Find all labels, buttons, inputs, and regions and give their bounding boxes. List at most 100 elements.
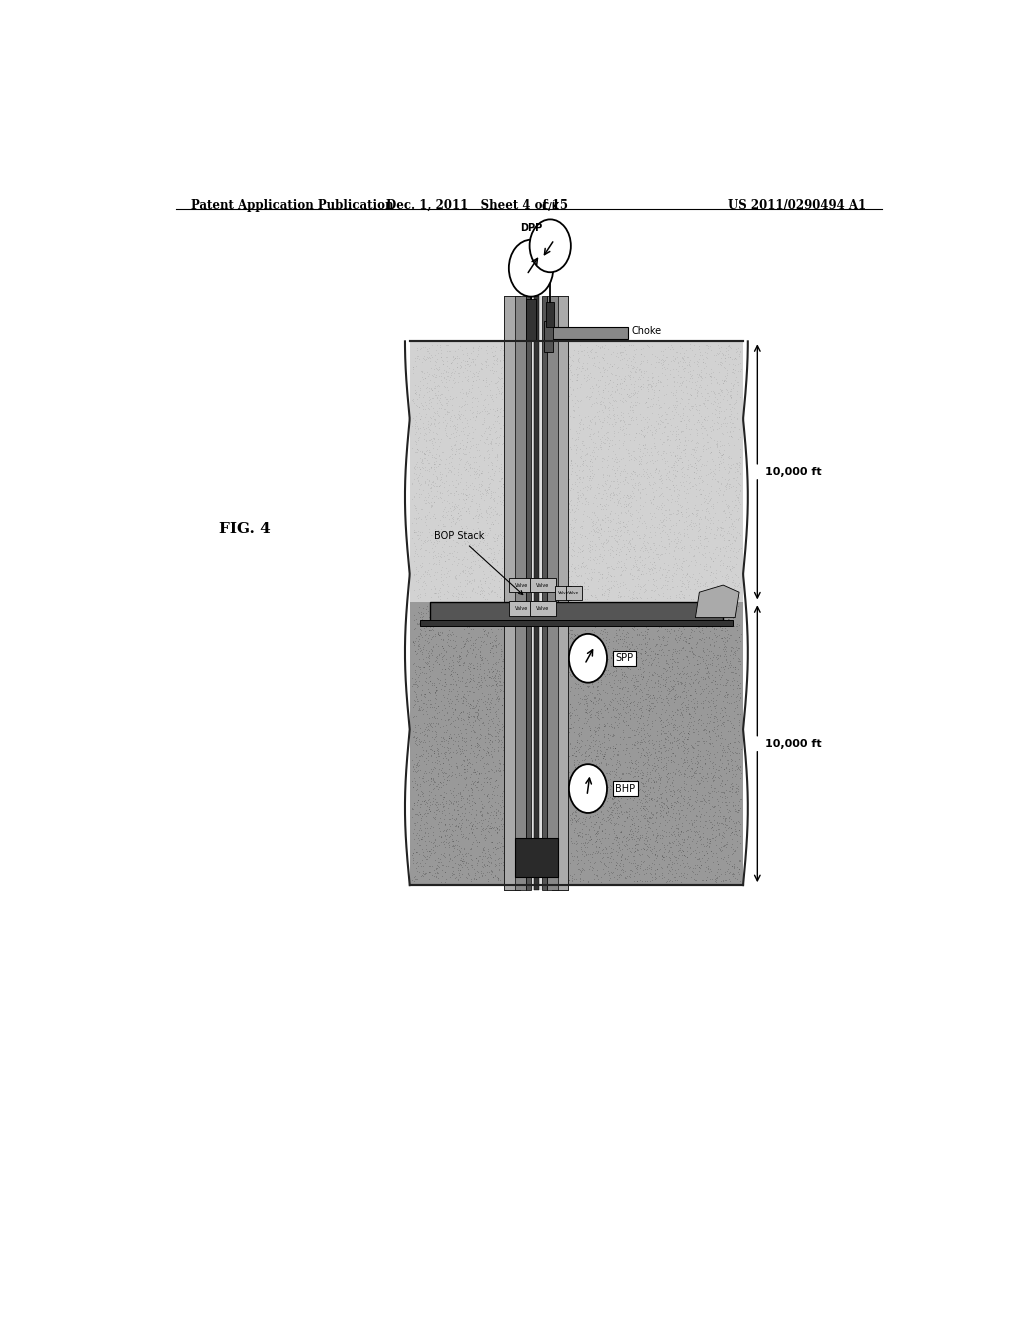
Point <box>552 397 568 418</box>
Point <box>477 825 494 846</box>
Point <box>656 659 673 680</box>
Point <box>674 704 690 725</box>
Point <box>506 459 522 480</box>
Point <box>440 793 457 814</box>
Point <box>649 832 666 853</box>
Point <box>710 519 726 540</box>
Point <box>411 631 427 652</box>
Point <box>484 643 501 664</box>
Point <box>608 531 625 552</box>
Point <box>569 824 586 845</box>
Point <box>458 768 474 789</box>
Point <box>578 824 594 845</box>
Point <box>449 586 465 607</box>
Point <box>430 586 446 607</box>
Point <box>445 715 462 737</box>
Point <box>434 636 451 657</box>
Point <box>581 425 597 446</box>
Point <box>562 451 579 473</box>
Point <box>625 345 641 366</box>
Point <box>574 459 591 480</box>
Point <box>666 455 682 477</box>
Point <box>438 581 455 602</box>
Point <box>439 403 456 424</box>
Point <box>549 569 565 590</box>
Point <box>622 652 638 673</box>
Point <box>703 510 720 531</box>
Point <box>547 515 563 536</box>
Point <box>713 772 729 793</box>
Point <box>616 692 633 713</box>
Point <box>645 486 662 507</box>
Point <box>472 780 488 801</box>
Point <box>728 477 744 498</box>
Point <box>727 546 743 568</box>
Point <box>724 558 740 579</box>
Point <box>434 482 451 503</box>
Point <box>488 554 505 576</box>
Point <box>511 605 527 626</box>
Point <box>413 780 429 801</box>
Point <box>593 639 609 660</box>
Point <box>634 639 650 660</box>
Point <box>538 585 554 606</box>
Point <box>414 457 430 478</box>
Point <box>547 420 563 441</box>
Point <box>525 577 542 598</box>
Point <box>665 676 681 697</box>
Point <box>575 627 592 648</box>
Point <box>525 385 542 407</box>
Point <box>611 626 628 647</box>
Point <box>630 834 646 855</box>
Point <box>462 556 478 577</box>
Point <box>457 581 473 602</box>
Point <box>538 632 554 653</box>
Point <box>696 810 713 832</box>
Point <box>692 810 709 832</box>
Point <box>575 413 592 434</box>
Point <box>468 776 484 797</box>
Point <box>481 701 498 722</box>
Point <box>635 730 651 751</box>
Point <box>606 775 623 796</box>
Point <box>720 721 736 742</box>
Point <box>458 628 474 649</box>
Point <box>449 524 465 545</box>
Point <box>473 486 489 507</box>
Point <box>672 411 688 432</box>
Point <box>676 550 692 572</box>
Point <box>707 463 723 484</box>
Point <box>454 722 470 743</box>
Point <box>716 371 732 392</box>
Point <box>530 767 547 788</box>
Point <box>486 807 503 828</box>
Point <box>560 346 577 367</box>
Point <box>479 582 496 603</box>
Point <box>431 454 447 475</box>
Point <box>723 379 739 400</box>
Point <box>548 616 564 638</box>
Point <box>683 384 699 405</box>
Point <box>431 366 447 387</box>
Point <box>679 405 695 426</box>
Point <box>476 853 493 874</box>
Point <box>687 669 703 690</box>
Point <box>423 771 439 792</box>
Point <box>471 477 487 498</box>
Point <box>513 527 529 548</box>
Point <box>594 366 610 387</box>
Point <box>497 671 513 692</box>
Point <box>575 694 592 715</box>
Point <box>670 737 686 758</box>
Point <box>644 686 660 708</box>
Point <box>482 863 499 884</box>
Point <box>610 854 627 875</box>
Point <box>474 648 490 669</box>
Point <box>670 834 686 855</box>
Point <box>410 572 426 593</box>
Point <box>695 766 712 787</box>
Point <box>591 717 607 738</box>
Point <box>474 524 490 545</box>
Point <box>639 459 655 480</box>
Point <box>478 524 495 545</box>
